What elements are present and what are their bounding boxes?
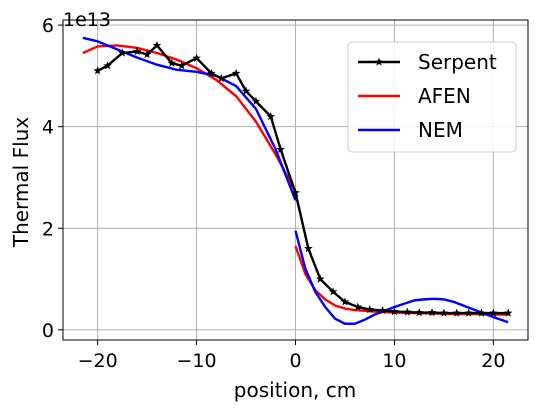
series-serpent xyxy=(93,40,513,317)
x-tick-label: 0 xyxy=(289,350,301,372)
series-line-serpent xyxy=(97,44,509,315)
series-line-nem xyxy=(294,230,509,325)
data-point-serpent xyxy=(177,61,186,70)
y-tick-label: 6 xyxy=(42,15,54,37)
data-point-serpent xyxy=(378,306,387,315)
data-point-serpent xyxy=(118,48,127,57)
y-axis-label: Thermal Flux xyxy=(9,117,33,248)
data-point-serpent xyxy=(328,287,338,296)
data-point-serpent xyxy=(291,188,300,197)
data-point-serpent xyxy=(403,307,412,316)
data-point-serpent xyxy=(414,308,424,317)
data-point-serpent xyxy=(503,308,513,317)
data-point-serpent xyxy=(217,73,226,83)
data-point-serpent xyxy=(93,66,102,75)
data-point-serpent xyxy=(452,308,462,317)
data-point-serpent xyxy=(276,145,285,154)
series-line-nem xyxy=(82,36,297,201)
data-point-serpent xyxy=(340,297,350,306)
data-point-serpent xyxy=(477,308,486,317)
data-point-serpent xyxy=(192,53,201,62)
data-point-serpent xyxy=(251,96,261,105)
data-point-serpent xyxy=(152,40,162,50)
data-point-serpent xyxy=(132,46,142,56)
legend-item-serpent: Serpent xyxy=(358,50,497,74)
data-point-serpent xyxy=(142,50,152,59)
legend-item-nem: NEM xyxy=(358,118,463,142)
series-layer xyxy=(82,36,513,325)
grid xyxy=(63,20,528,340)
y-tick-label: 2 xyxy=(42,218,54,240)
data-point-serpent xyxy=(315,274,325,283)
data-point-serpent xyxy=(103,61,112,70)
offset-text: 1e13 xyxy=(63,9,111,31)
x-tick-label: −10 xyxy=(177,350,217,372)
data-point-serpent xyxy=(439,308,449,317)
legend-label-nem: NEM xyxy=(418,118,463,142)
legend-label-serpent: Serpent xyxy=(418,50,497,74)
data-point-serpent xyxy=(353,302,363,311)
y-tick-label: 4 xyxy=(42,117,54,139)
data-point-serpent xyxy=(427,308,437,317)
data-point-serpent xyxy=(231,68,241,77)
x-tick-label: 10 xyxy=(382,350,406,372)
data-point-serpent xyxy=(167,58,177,67)
data-point-serpent xyxy=(489,308,498,317)
legend-item-afen: AFEN xyxy=(358,84,471,108)
data-point-serpent xyxy=(266,112,276,121)
data-point-serpent xyxy=(464,308,473,317)
x-axis-label: position, cm xyxy=(234,378,356,402)
legend-box xyxy=(347,41,517,153)
y-tick-label: 0 xyxy=(42,320,54,342)
data-point-serpent xyxy=(207,68,216,77)
legend-marker-serpent xyxy=(374,57,384,66)
series-line-afen xyxy=(82,44,297,193)
x-tick-label: −20 xyxy=(78,350,118,372)
data-point-serpent xyxy=(304,244,313,253)
legend-label-afen: AFEN xyxy=(418,84,471,108)
ticks: −20 −10 0 10 20 0 2 4 6 xyxy=(42,15,506,372)
data-point-serpent xyxy=(390,307,399,316)
legend: Serpent AFEN NEM xyxy=(347,41,517,153)
x-tick-label: 20 xyxy=(481,350,505,372)
data-point-serpent xyxy=(365,305,374,314)
data-point-serpent xyxy=(241,86,251,95)
